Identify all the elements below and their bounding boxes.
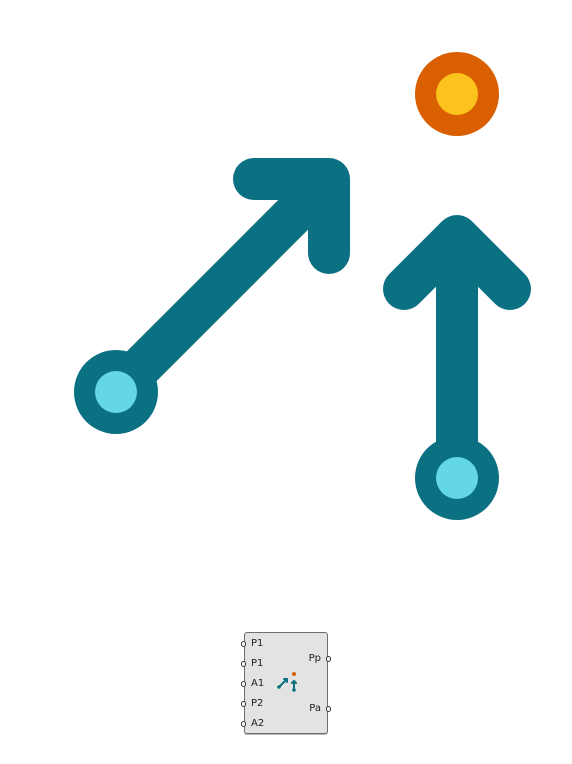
input-label-a2: A2 [251,718,265,729]
output-grip-pp[interactable] [326,656,331,662]
start-point-a [74,350,158,434]
input-grip-p1[interactable] [241,641,246,647]
input-label-a1: A1 [251,678,265,689]
output-label-pa: Pa [309,703,321,714]
vertical-arrow-head [383,215,531,310]
input-label-p2: P2 [251,698,264,709]
input-grip-a1[interactable] [241,681,246,687]
target-point-icon [415,52,499,136]
point-arrows-icon [277,672,297,692]
input-grip-a2[interactable] [241,721,246,727]
component-node[interactable]: P1 P1 A1 P2 A2 Pp Pa [241,632,331,734]
diagonal-arrow-icon [95,158,350,413]
output-label-pp: Pp [308,653,321,664]
start-point-b [415,436,499,520]
input-grip-p1-second[interactable] [241,661,246,667]
input-label-p1-second: P1 [251,658,264,669]
output-grip-pa[interactable] [326,706,331,712]
input-grip-p2[interactable] [241,701,246,707]
input-label-p1: P1 [251,638,264,649]
diagonal-arrow-shaft [95,165,343,413]
diagonal-arrow-head [233,158,350,274]
